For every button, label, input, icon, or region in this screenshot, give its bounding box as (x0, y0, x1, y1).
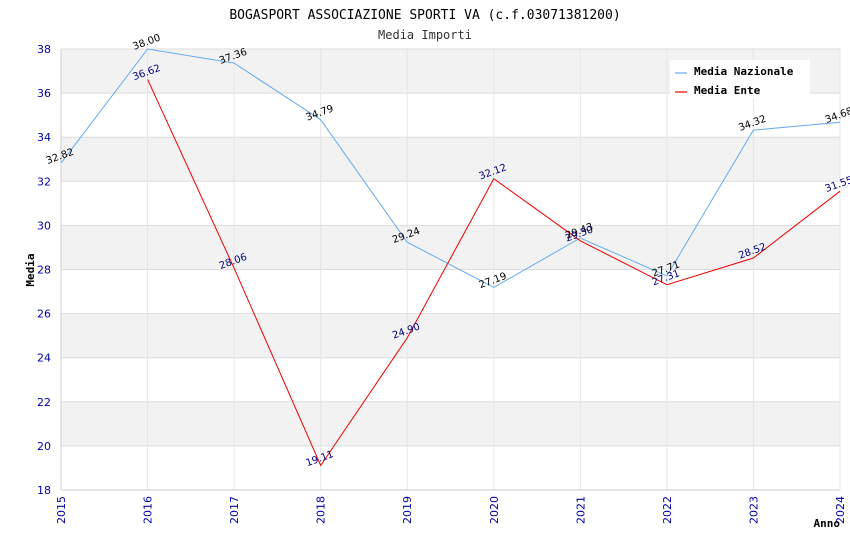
x-tick-label: 2023 (747, 496, 760, 524)
series-lines (60, 48, 841, 467)
x-tick-label: 2020 (488, 496, 501, 524)
y-tick-label: 34 (37, 131, 51, 144)
chart-title: BOGASPORT ASSOCIAZIONE SPORTI VA (c.f.03… (229, 8, 620, 23)
x-tick-label: 2018 (315, 496, 328, 524)
legend-label-media-nazionale: Media Nazionale (694, 65, 794, 78)
grid-band (61, 137, 840, 182)
y-tick-label: 20 (37, 440, 51, 453)
x-tick-label: 2017 (228, 496, 241, 524)
y-tick-label: 30 (37, 219, 51, 232)
legend-label-media-ente: Media Ente (694, 84, 761, 97)
grid-band (61, 313, 840, 358)
y-axis-ticks: 18 20 22 24 26 28 30 32 34 36 38 (37, 43, 51, 497)
y-tick-label: 38 (37, 43, 51, 56)
grid-band (61, 401, 840, 446)
series-line-media-ente (147, 79, 841, 467)
y-tick-label: 18 (37, 484, 51, 497)
grid-band (61, 225, 840, 270)
y-tick-label: 36 (37, 87, 51, 100)
chart-subtitle: Media Importi (378, 28, 472, 42)
y-tick-label: 26 (37, 308, 51, 321)
grid-lines (60, 48, 841, 491)
legend: Media Nazionale Media Ente (670, 60, 810, 98)
series-line-media-nazionale (60, 48, 841, 288)
x-tick-label: 2021 (574, 496, 587, 524)
x-tick-label: 2024 (834, 496, 847, 524)
y-tick-label: 24 (37, 352, 51, 365)
y-tick-label: 28 (37, 264, 51, 277)
x-tick-label: 2022 (661, 496, 674, 524)
x-axis-ticks: 2015 2016 2017 2018 2019 2020 2021 2022 2023 2024 (55, 496, 847, 524)
y-tick-label: 32 (37, 175, 51, 188)
x-tick-label: 2019 (401, 496, 414, 524)
x-axis-label: Anno (814, 517, 841, 530)
y-tick-label: 22 (37, 396, 51, 409)
x-tick-label: 2016 (142, 496, 155, 524)
legend-box (670, 60, 810, 98)
y-axis-label: Media (24, 253, 37, 286)
x-tick-label: 2015 (55, 496, 68, 524)
